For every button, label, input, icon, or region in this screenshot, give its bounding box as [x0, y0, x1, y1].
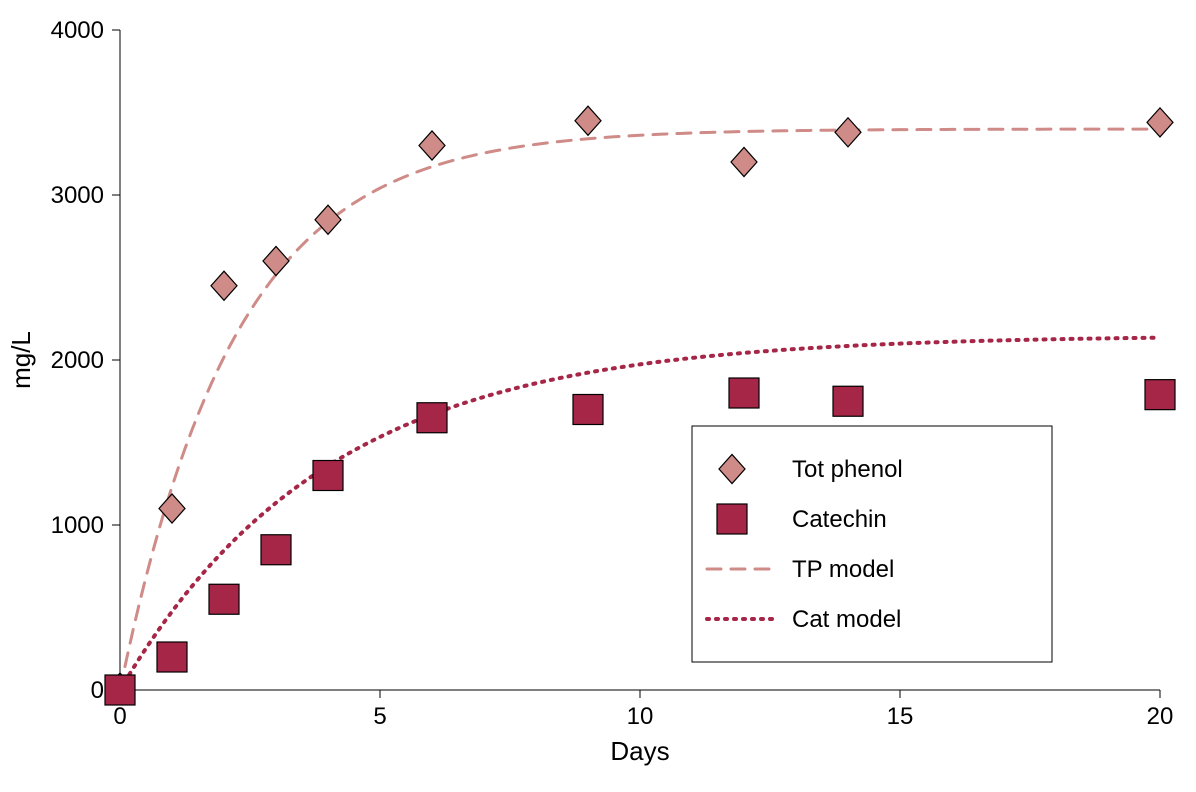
legend-catechin-label: Catechin: [792, 506, 887, 533]
x-tick-label: 0: [113, 703, 126, 730]
legend-cat_model-label: Cat model: [792, 606, 901, 633]
legend-catechin-icon: [717, 504, 747, 534]
y-tick-label: 3000: [51, 182, 104, 209]
catechin-point: [417, 403, 447, 433]
y-tick-label: 2000: [51, 347, 104, 374]
catechin-point: [261, 535, 291, 565]
y-tick-label: 0: [91, 677, 104, 704]
catechin-point: [313, 461, 343, 491]
x-axis-title: Days: [610, 736, 669, 766]
x-tick-label: 10: [627, 703, 654, 730]
catechin-point: [729, 378, 759, 408]
catechin-point: [157, 642, 187, 672]
legend-tot_phenol-label: Tot phenol: [792, 456, 903, 483]
catechin-point: [1145, 380, 1175, 410]
x-tick-label: 20: [1147, 703, 1174, 730]
legend-tp_model-label: TP model: [792, 556, 894, 583]
x-tick-label: 15: [887, 703, 914, 730]
y-tick-label: 1000: [51, 512, 104, 539]
x-tick-label: 5: [373, 703, 386, 730]
chart-svg: 0 5 10 15 20 Days 0 1000 2000 3000 4000 mg/L Tot phe…: [0, 0, 1196, 792]
y-tick-label: 4000: [51, 17, 104, 44]
catechin-point: [105, 675, 135, 705]
chart-container: 0 5 10 15 20 Days 0 1000 2000 3000 4000 mg/L Tot phe…: [0, 0, 1196, 792]
catechin-point: [573, 395, 603, 425]
catechin-point: [833, 386, 863, 416]
catechin-point: [209, 584, 239, 614]
y-axis-title: mg/L: [6, 331, 36, 389]
